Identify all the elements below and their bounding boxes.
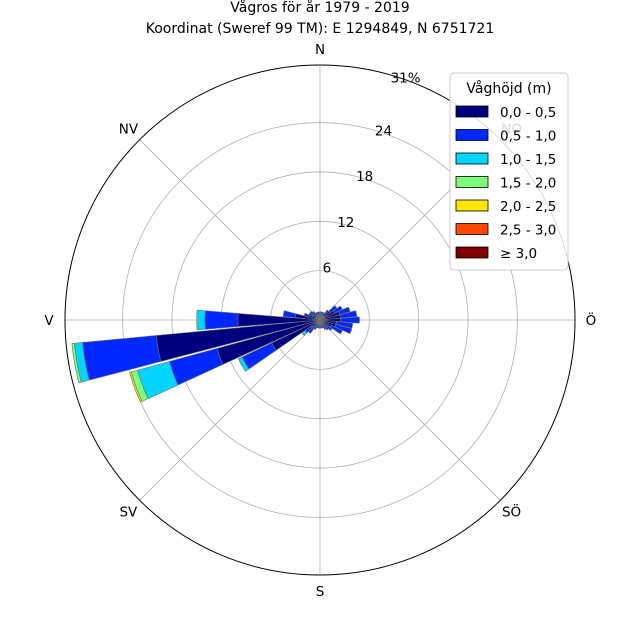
bar-sector-320-bin-1 — [312, 310, 317, 316]
bar-sector-110-bin-1 — [334, 324, 353, 335]
bar-sector-290-bin-1 — [303, 312, 310, 318]
bar-sector-230-bin-2 — [301, 330, 308, 337]
polar-frame — [64, 64, 576, 576]
legend-swatch-2 — [455, 152, 489, 165]
direction-label-0: N — [315, 42, 325, 58]
legend-label-2: 1,0 - 1,5 — [500, 152, 556, 168]
chart-title: Vågros för år 1979 - 2019 — [230, 0, 409, 16]
bar-sector-240-bin-2 — [237, 356, 250, 372]
bar-sector-60-bin-1 — [333, 305, 343, 314]
bar-sector-90-bin-1 — [340, 316, 360, 324]
grid-spoke-5 — [139, 319, 321, 501]
grid-spoke-7 — [139, 139, 321, 321]
legend-swatch-6 — [455, 246, 489, 259]
bar-sector-70-bin-1 — [338, 306, 351, 315]
legend-swatch-0 — [455, 105, 489, 118]
legend-title: Våghöjd (m) — [466, 80, 551, 97]
legend-label-1: 0,5 - 1,0 — [500, 129, 556, 145]
legend-label-3: 1,5 - 2,0 — [500, 176, 556, 192]
radial-tick-label-2: 18 — [356, 169, 373, 185]
radial-tick-label-0: 6 — [323, 260, 332, 276]
direction-label-4: S — [316, 584, 325, 600]
direction-label-2: Ö — [586, 311, 597, 329]
bar-sector-120-bin-1 — [329, 324, 343, 335]
chart-subtitle: Koordinat (Sweref 99 TM): E 1294849, N 6… — [146, 21, 495, 37]
legend-label-0: 0,0 - 0,5 — [500, 105, 556, 121]
direction-label-6: V — [44, 313, 54, 329]
legend-swatch-4 — [455, 199, 489, 212]
direction-label-3: SÖ — [502, 503, 521, 521]
bar-sector-150-bin-1 — [322, 325, 327, 331]
bar-sector-100-bin-1 — [335, 321, 354, 329]
bar-sector-140-bin-1 — [324, 325, 330, 331]
legend-swatch-1 — [455, 129, 489, 141]
bar-sector-350-bin-1 — [317, 311, 320, 317]
direction-label-5: SV — [119, 505, 138, 521]
legend-label-4: 2,0 - 2,5 — [500, 199, 556, 215]
radial-tick-label-4: 31% — [391, 70, 421, 86]
legend-frame — [449, 72, 569, 271]
bar-sector-80-bin-1 — [339, 310, 358, 319]
bar-sector-280-bin-1 — [282, 310, 297, 319]
radial-tick-label-3: 24 — [375, 124, 392, 140]
grid-spoke-3 — [319, 319, 501, 501]
bar-sector-310-bin-1 — [309, 310, 315, 316]
wind-rose-bars — [71, 305, 360, 403]
legend-items: 0,0 - 0,5 0,5 - 1,0 1,0 - 1,5 1,5 - 2,0 2,0 … — [455, 105, 556, 262]
bar-sector-270-bin-2 — [196, 309, 206, 331]
legend-swatch-3 — [455, 176, 489, 188]
direction-label-7: NV — [119, 121, 139, 137]
bar-sector-130-bin-1 — [325, 324, 333, 331]
legend-swatch-5 — [455, 223, 489, 235]
grid-spokes — [65, 65, 575, 575]
legend: Våghöjd (m) 0,0 - 0,5 0,5 - 1,0 1,0 - 1,5 1… — [449, 72, 569, 271]
bar-sector-250-bin-4 — [129, 371, 143, 403]
legend-label-5: 2,5 - 3,0 — [500, 223, 556, 239]
bar-sector-270-bin-1 — [204, 310, 239, 330]
legend-label-6: ≥ 3,0 — [500, 246, 537, 262]
radial-tick-labels: 6 12 18 24 31% — [323, 70, 421, 276]
radial-tick-label-1: 12 — [337, 215, 354, 231]
bar-sector-260-bin-3 — [71, 342, 82, 384]
